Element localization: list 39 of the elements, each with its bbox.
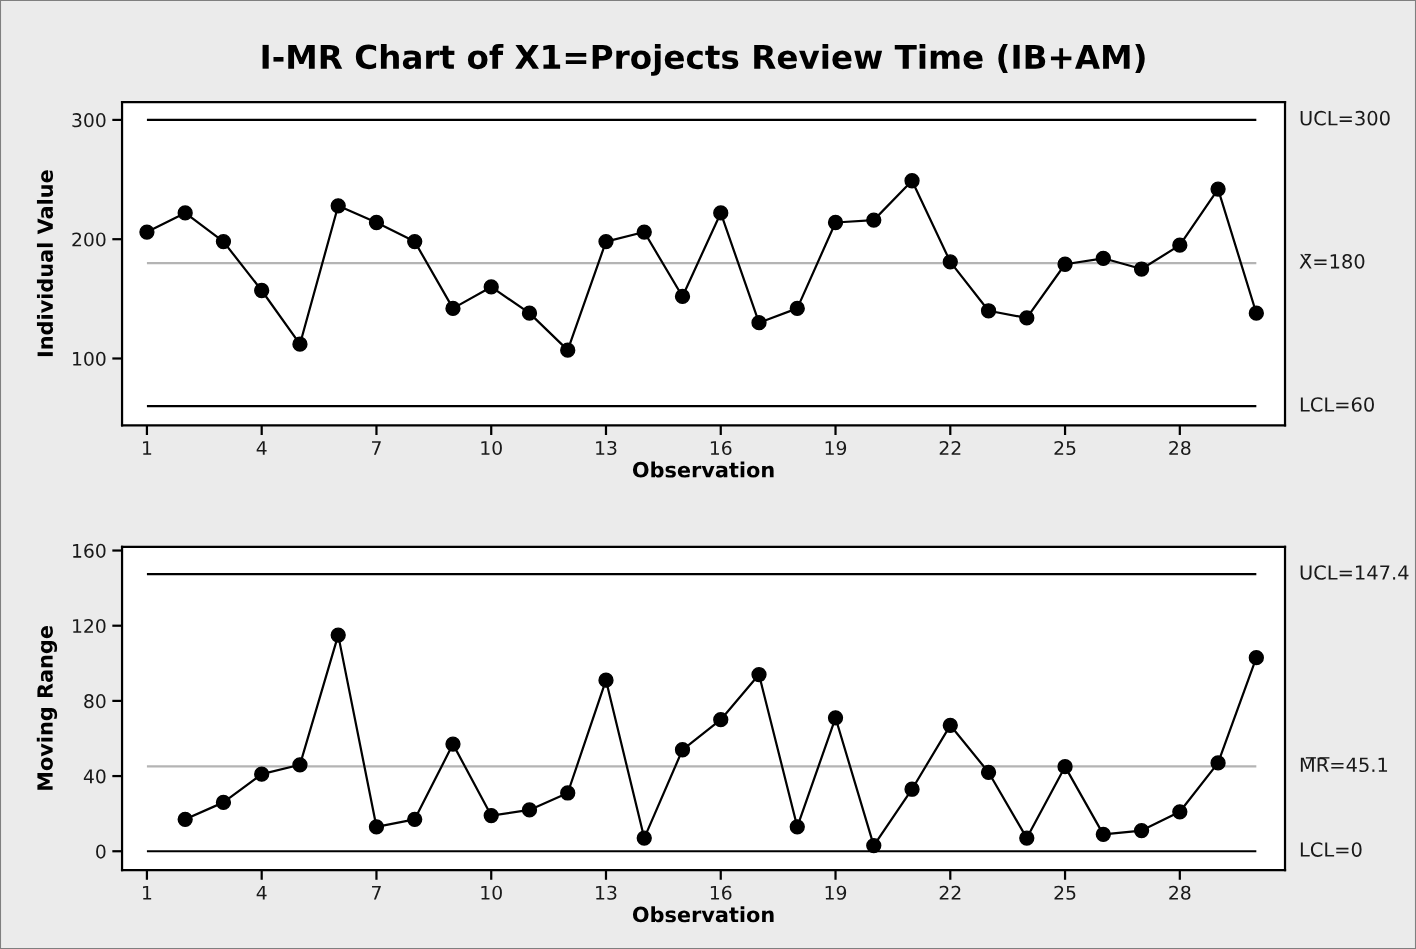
x-tick-label: 19 (825, 885, 847, 900)
x-tick-label: 28 (1169, 440, 1191, 456)
y-tick-label: 100 (73, 351, 106, 366)
x-tick-label: 10 (481, 885, 502, 900)
y-axis-title: Moving Range (36, 626, 58, 790)
chart-title: I-MR Chart of X1=Projects Review Time (IB+AM) (262, 43, 1145, 76)
ref-line-label: LCL=60 (1300, 397, 1374, 412)
x-tick-label: 4 (256, 441, 267, 455)
x-tick-label: 13 (596, 440, 617, 456)
y-axis-title: Individual Value (36, 170, 54, 357)
ref-line-label: M̅R̅=45.1 (1300, 757, 1388, 773)
x-tick-label: 1 (143, 885, 152, 900)
x-tick-label: 22 (939, 440, 961, 455)
y-tick-label: 200 (72, 232, 106, 247)
x-tick-label: 10 (481, 440, 502, 456)
x-tick-label: 25 (1054, 440, 1076, 456)
x-tick-label: 13 (596, 885, 617, 900)
ref-line-label: LCL=0 (1300, 842, 1362, 857)
y-tick-label: 120 (73, 618, 106, 634)
y-tick-label: 80 (84, 694, 106, 709)
x-tick-label: 19 (825, 440, 847, 456)
x-tick-label: 16 (710, 440, 732, 456)
x-tick-label: 16 (710, 885, 732, 900)
y-tick-label: 300 (72, 113, 106, 128)
ref-line-label: UCL=147.4 (1300, 565, 1409, 580)
x-axis-title: Observation (632, 906, 774, 923)
ref-line-label: UCL=300 (1300, 110, 1390, 126)
x-tick-label: 1 (143, 441, 152, 455)
x-tick-label: 22 (939, 885, 961, 900)
y-tick-label: 0 (96, 844, 106, 859)
ref-line-label: X̄=180 (1299, 253, 1365, 269)
x-tick-label: 7 (372, 441, 381, 455)
x-axis-title: Observation (632, 461, 774, 478)
y-tick-label: 40 (83, 769, 106, 784)
x-tick-label: 4 (256, 885, 267, 900)
y-tick-label: 160 (73, 543, 106, 558)
x-tick-label: 7 (372, 885, 381, 900)
x-tick-label: 28 (1169, 885, 1191, 900)
x-tick-label: 25 (1054, 885, 1076, 900)
